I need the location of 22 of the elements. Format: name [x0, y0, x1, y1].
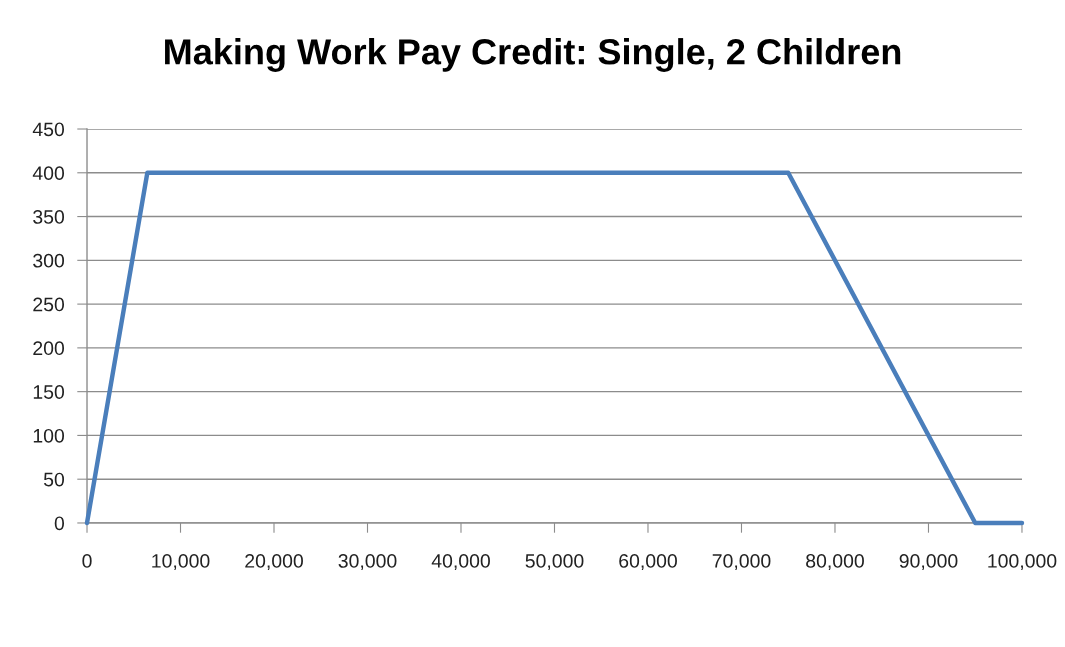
x-tick-label: 40,000 [431, 554, 490, 571]
x-tick-label: 30,000 [338, 554, 397, 571]
x-tick-label: 100,000 [988, 554, 1057, 571]
chart-title: Making Work Pay Credit: Single, 2 Children [165, 38, 901, 72]
y-tick-label: 50 [43, 472, 65, 487]
y-tick-label: 350 [33, 210, 65, 224]
y-tick-label: 100 [33, 428, 65, 443]
y-tick-label: 300 [33, 253, 65, 268]
x-tick-label: 60,000 [619, 554, 677, 571]
y-tick-label: 200 [33, 341, 65, 356]
x-tick-label: 0 [82, 554, 92, 568]
x-tick-label: 20,000 [245, 554, 303, 571]
y-tick-label: 450 [32, 122, 65, 137]
x-tick-label: 80,000 [806, 554, 864, 571]
y-tick-label: 150 [33, 385, 65, 399]
y-tick-label: 250 [33, 297, 65, 312]
x-tick-label: 70,000 [712, 554, 771, 571]
x-tick-label: 50,000 [525, 554, 584, 571]
x-tick-label: 90,000 [899, 554, 958, 571]
x-tick-label: 10,000 [152, 554, 210, 571]
y-tick-label: 400 [32, 166, 65, 181]
y-tick-label: 0 [54, 516, 65, 531]
